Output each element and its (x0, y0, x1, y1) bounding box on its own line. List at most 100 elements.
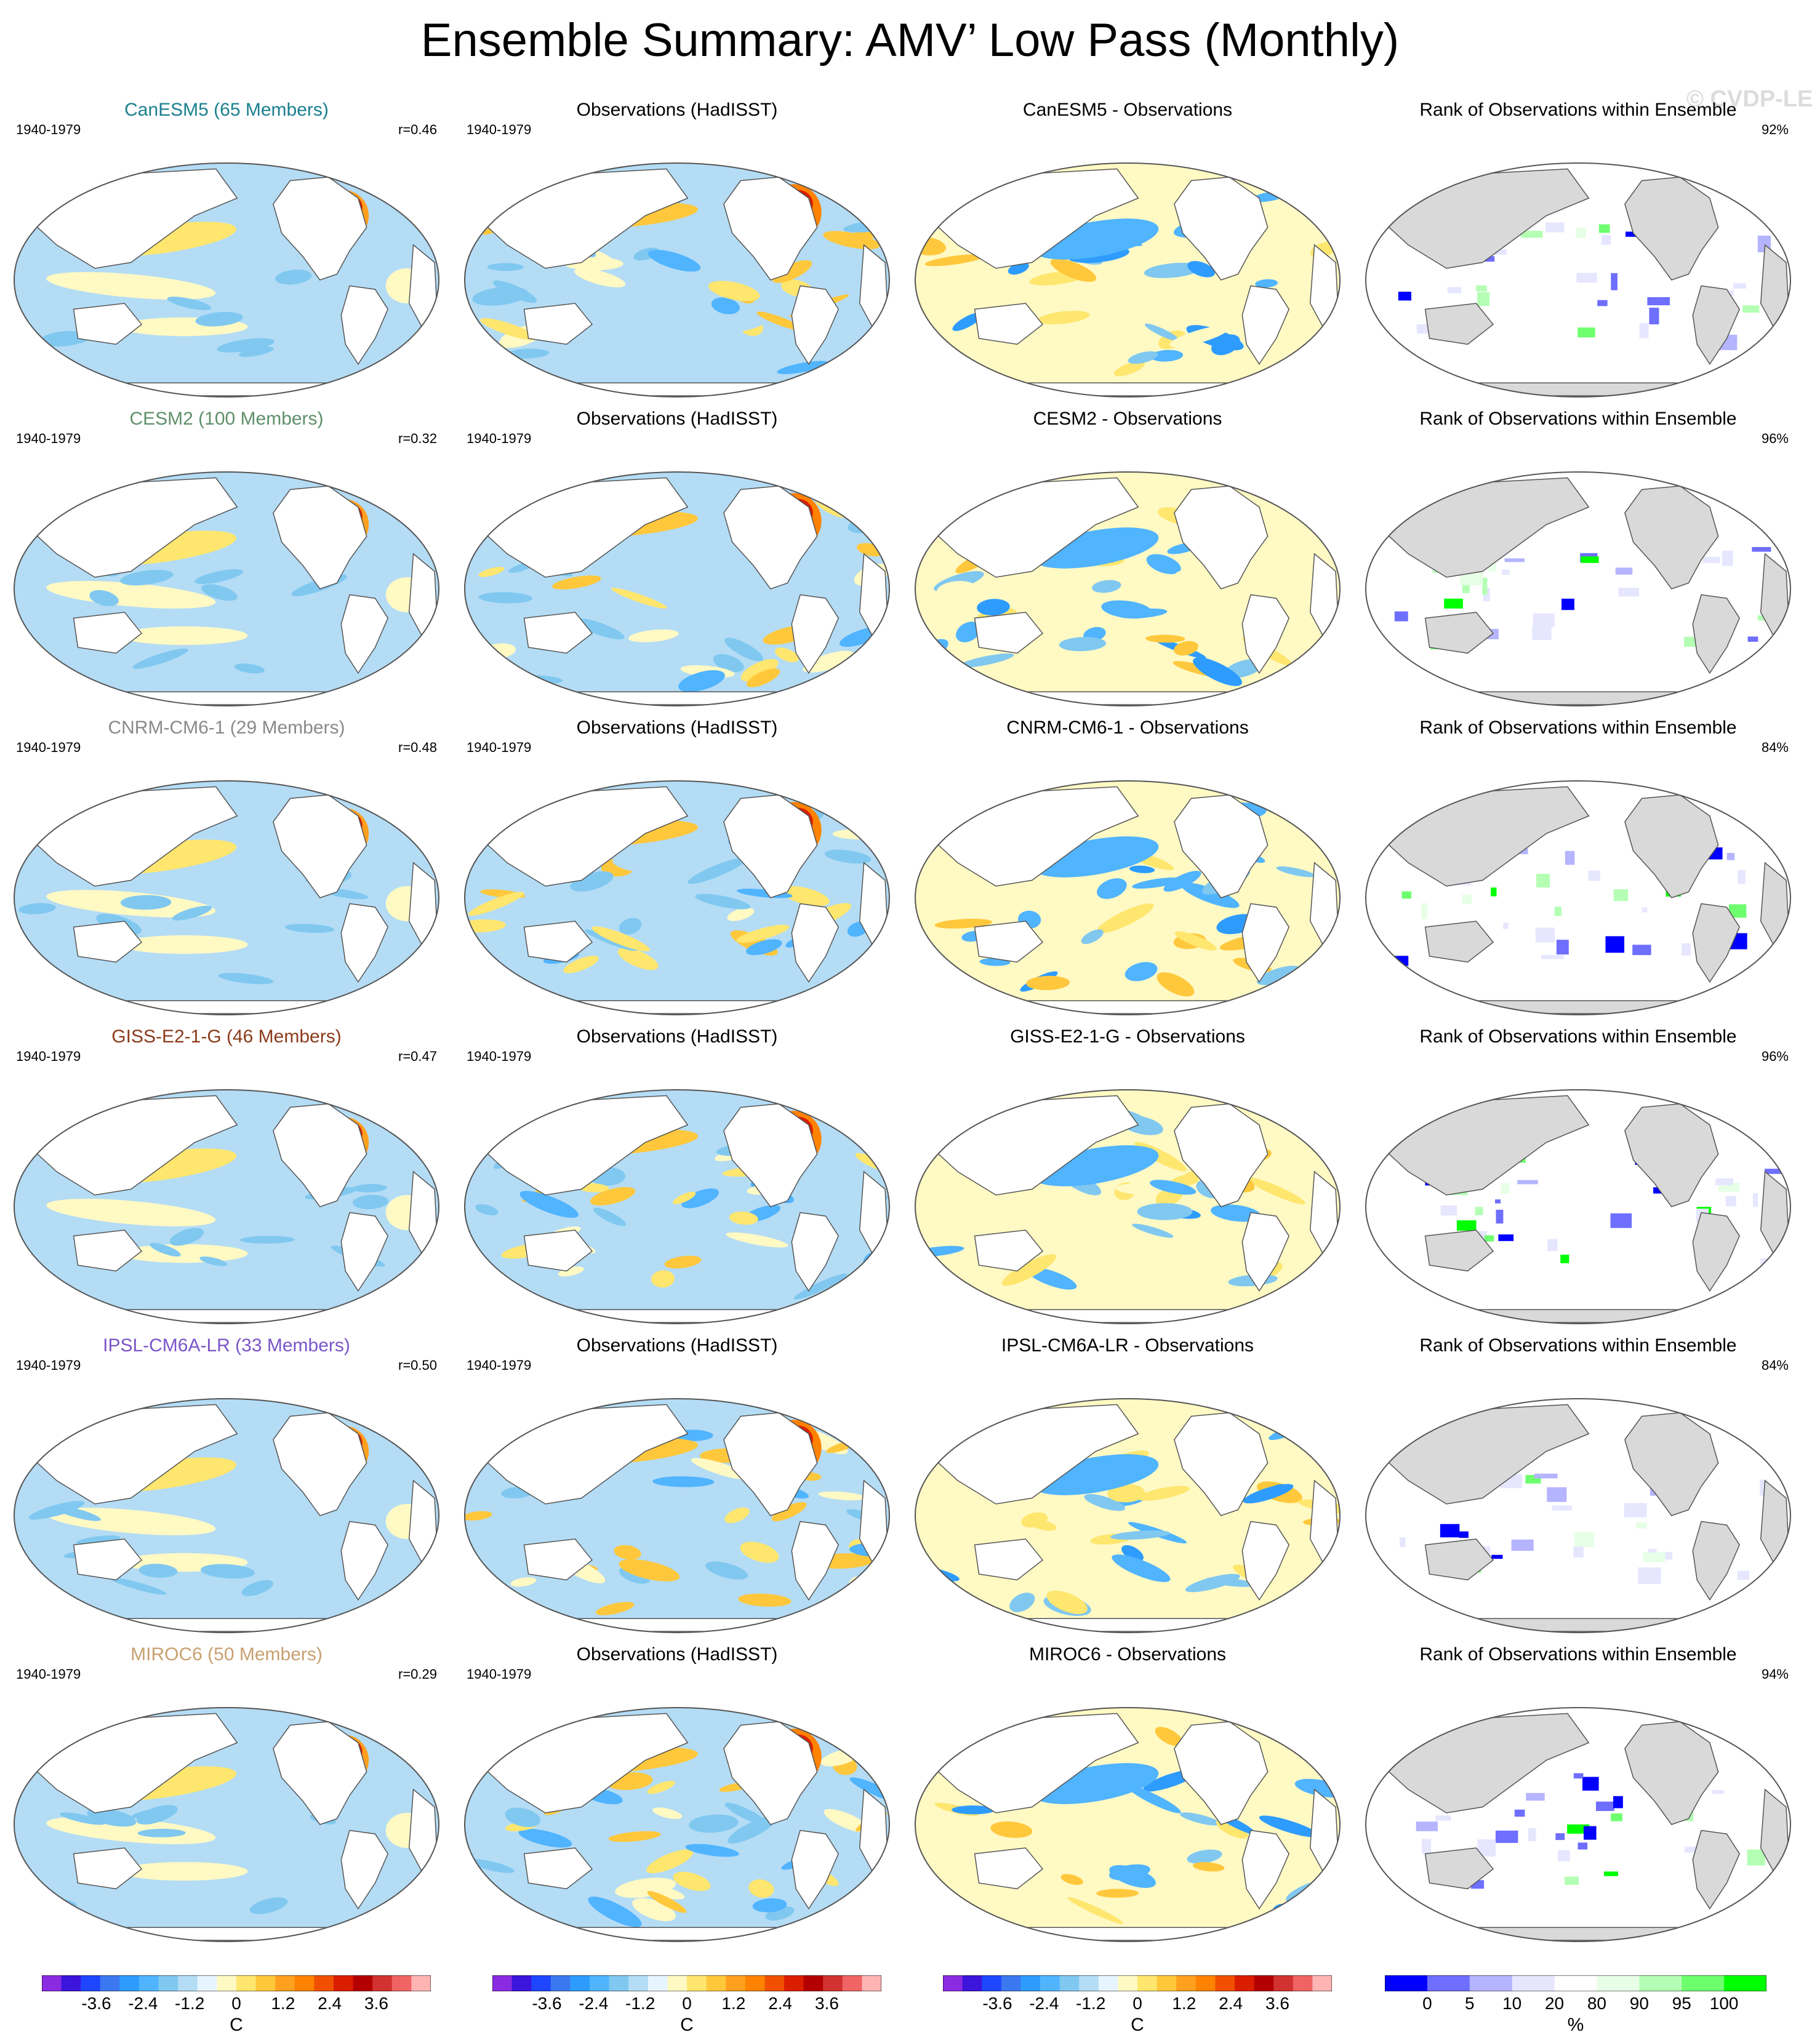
land-northAmerica (273, 1721, 367, 1825)
colorbar-tick-label: 80 (1587, 1994, 1607, 2013)
map-outline (464, 162, 890, 398)
map-outline (1365, 471, 1791, 706)
colorbar-swatch (1254, 1975, 1274, 1991)
diff-title: GISS-E2-1-G - Observations (1010, 1026, 1245, 1047)
colorbar-swatch (1157, 1975, 1177, 1991)
land-northAmerica (1624, 1721, 1719, 1825)
panel-model-row-2: CNRM-CM6-1 (29 Members) 1940-1979 r=0.48 (5, 716, 448, 1018)
colorbar-tick-label: 2.4 (318, 1994, 342, 2013)
period-label: 1940-1979 (16, 1666, 81, 1682)
map-outline (915, 780, 1341, 1015)
map-outline (14, 1089, 439, 1324)
colorbar-unit: C (230, 2015, 243, 2035)
colorbar-swatch (706, 1975, 726, 1991)
land-antarctica (46, 1309, 407, 1323)
colorbar-swatch (628, 1975, 649, 1991)
colorbar-tick-label: 0 (231, 1994, 241, 2013)
period-label: 1940-1979 (16, 1049, 81, 1064)
colorbar-swatch (1639, 1975, 1682, 1991)
colorbar-tick-label: 2.4 (1219, 1994, 1243, 2013)
land-antarctica (496, 382, 858, 396)
colorbar-swatch (61, 1975, 81, 1991)
colorbar-swatch (842, 1975, 862, 1991)
land-northAmerica (1624, 486, 1719, 590)
land-northAmerica (273, 794, 367, 898)
map-outline (1365, 162, 1791, 398)
land-southAmerica (791, 903, 840, 983)
panel-diff-row-1: CESM2 - Observations (906, 407, 1349, 709)
panel-rank-row-2: Rank of Observations within Ensemble 84% (1357, 716, 1800, 1018)
colorbar-temperature-0: -3.6 -2.4 -1.2 0 1.2 2.4 3.6 C (41, 1975, 431, 2043)
land-australia (523, 921, 593, 963)
correlation-label: r=0.46 (398, 122, 437, 137)
land-southAmerica (1241, 1829, 1290, 1910)
colorbar-tick-label: 95 (1672, 1994, 1691, 2013)
land-australia (1424, 1229, 1494, 1272)
page-title: Ensemble Summary: AMV’ Low Pass (Monthly… (420, 14, 1400, 66)
rank-title: Rank of Observations within Ensemble (1419, 409, 1737, 429)
colorbar-swatch (353, 1975, 373, 1991)
map-obs-row-4 (464, 1398, 890, 1633)
land-southAmerica (1692, 594, 1741, 674)
colorbar-swatch (1059, 1975, 1080, 1991)
land-australia (974, 303, 1044, 345)
colorbar-swatch (943, 1975, 963, 1991)
diff-title: CanESM5 - Observations (1022, 100, 1233, 120)
land-antarctica (1397, 1000, 1759, 1014)
colorbar-unit: C (1131, 2015, 1144, 2035)
map-rank-row-3 (1365, 1089, 1791, 1324)
map-outline (464, 780, 890, 1015)
land-southAmerica (1241, 594, 1290, 674)
map-rank-row-2 (1365, 780, 1791, 1015)
land-northAmerica (723, 177, 818, 281)
colorbar-tick-label: -3.6 (532, 1994, 562, 2013)
colorbar-swatch (391, 1975, 412, 1991)
land-northAmerica (723, 794, 818, 898)
panel-diff-row-4: IPSL-CM6A-LR - Observations (906, 1334, 1349, 1636)
colorbar-swatch (1469, 1975, 1513, 1991)
colorbar-swatch (590, 1975, 610, 1991)
colorbar-tick-label: 0 (682, 1994, 692, 2013)
colorbar-swatch (255, 1975, 276, 1991)
colorbar-swatch (1215, 1975, 1235, 1991)
land-southAmerica (791, 1521, 840, 1601)
land-northAmerica (273, 1412, 367, 1516)
map-outline (14, 1707, 439, 1942)
map-obs-row-0 (464, 162, 890, 398)
period-label: 1940-1979 (16, 122, 81, 137)
map-outline (915, 1707, 1341, 1942)
land-antarctica (46, 382, 407, 396)
correlation-label: r=0.50 (398, 1357, 437, 1373)
colorbar-swatch (236, 1975, 257, 1991)
colorbar-swatch (197, 1975, 217, 1991)
land-southAmerica (340, 285, 389, 366)
map-diff-row-4 (915, 1398, 1341, 1633)
colorbar-swatch (803, 1975, 824, 1991)
land-northAmerica (723, 1103, 818, 1207)
rank-percent-label: 84% (1761, 740, 1789, 755)
map-model-row-3 (14, 1089, 439, 1324)
rank-percent-label: 96% (1761, 1049, 1789, 1064)
panel-diff-row-2: CNRM-CM6-1 - Observations (906, 716, 1349, 1018)
colorbar-swatch (982, 1975, 1002, 1991)
land-southAmerica (791, 1212, 840, 1292)
land-northAmerica (1624, 177, 1719, 281)
land-southAmerica (1241, 285, 1290, 366)
map-rank-row-0 (1365, 162, 1791, 398)
watermark: © CVDP-LE (1686, 86, 1813, 112)
land-northAmerica (273, 1103, 367, 1207)
map-outline (915, 471, 1341, 706)
panel-model-row-1: CESM2 (100 Members) 1940-1979 r=0.32 (5, 407, 448, 709)
colorbar-swatch (862, 1975, 882, 1991)
colorbar-tick-label: -3.6 (982, 1994, 1012, 2013)
land-antarctica (947, 382, 1309, 396)
colorbar-swatch (1040, 1975, 1060, 1991)
land-northAmerica (1174, 177, 1269, 281)
map-outline (14, 162, 439, 398)
land-antarctica (947, 1000, 1309, 1014)
map-model-row-4 (14, 1398, 439, 1633)
land-australia (523, 303, 593, 345)
colorbar-swatch (314, 1975, 334, 1991)
obs-title: Observations (HadISST) (576, 409, 778, 429)
colorbar-tick-label: 20 (1544, 1994, 1565, 2013)
